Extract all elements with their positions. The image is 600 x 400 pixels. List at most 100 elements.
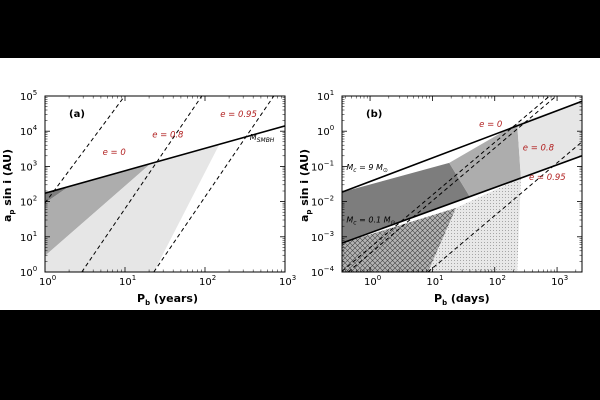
panel-b-y-axis-label: ap sin i (AU) (298, 149, 313, 222)
panel-a-annotation-1-text: e = 0.8 (152, 131, 184, 141)
panel-b-annotation-3-suffix: = 9 M (357, 163, 383, 172)
panel-b-region-darkest (342, 162, 470, 244)
panel-b-ytick-base: 10 (311, 233, 324, 244)
panel-a-ytick-base: 10 (20, 127, 33, 138)
panel-b-line-0 (342, 96, 550, 272)
panel-a-ytick-label: 102 (20, 195, 37, 209)
panel-b-ytick-base: 10 (311, 198, 324, 209)
panel-b-annotation-2: e = 0.95 (529, 173, 566, 183)
panel-a-axes-frame (44, 95, 286, 273)
panel-a-plot-area (45, 96, 285, 272)
panel-b-xtick-exp: 1 (439, 274, 443, 282)
panel-b-ytick-base: 10 (317, 127, 330, 138)
panel-b-annotation-4-text: M (346, 216, 353, 225)
panel-a-ytick-base: 10 (20, 198, 33, 209)
panel-b-ytick-exp: −1 (324, 159, 334, 167)
panel-a-line-2 (153, 96, 275, 272)
panel-b-line-3 (342, 100, 582, 193)
panel-b-xtick-base: 10 (364, 277, 377, 288)
panel-a-xtick-label: 101 (119, 274, 136, 288)
panel-a-ytick-exp: 3 (33, 159, 37, 167)
panel-b-xlabel-unit: (days) (447, 292, 490, 305)
panel-b-ytick-label: 10−3 (311, 230, 334, 244)
panel-a-xtick-label: 100 (39, 274, 56, 288)
panel-a-ytick-label: 103 (20, 159, 37, 173)
panel-a-xtick-base: 10 (39, 277, 52, 288)
panel-a-line-1 (81, 96, 203, 272)
panel-b-ytick-label: 101 (317, 89, 334, 103)
panel-b-ytick-exp: 0 (330, 124, 334, 132)
panel-a-annotation-2-text: e = 0.95 (220, 110, 257, 120)
panel-a-panel-label: (a) (69, 109, 85, 120)
panel-a-xtick-exp: 2 (212, 274, 216, 282)
panel-a-xtick-exp: 1 (132, 274, 136, 282)
panel-a-ytick-exp: 4 (33, 124, 38, 132)
panel-b-ytick-label: 10−4 (311, 265, 335, 279)
panel-b-region-hatched (342, 207, 457, 272)
panel-a-ytick-base: 10 (20, 233, 33, 244)
panel-b-annotation-3-sub: c (353, 167, 357, 174)
panel-b-annotation-4-sub: c (353, 220, 357, 227)
panel-b-annotation-0: e = 0 (479, 120, 502, 130)
panel-b-ytick-exp: −3 (324, 230, 334, 238)
panel-a-line-0 (45, 96, 126, 204)
panel-b-annotation-0-text: e = 0 (479, 120, 502, 130)
panel-a-annotation-2: e = 0.95 (220, 110, 257, 120)
panel-a-line-3 (45, 125, 285, 194)
panel-a-ytick-base: 10 (20, 92, 33, 103)
panel-b-annotation-3-sub2: ⊙ (383, 167, 388, 174)
panel-a-annotation-0: e = 0 (103, 148, 126, 158)
panel-a-xtick-exp: 0 (52, 274, 56, 282)
panel-a-ytick-label: 105 (20, 89, 37, 103)
panel-b-line-1 (347, 96, 558, 272)
panel-a-xlabel-main: P (137, 292, 145, 305)
panel-a-ytick-label: 100 (20, 265, 37, 279)
panel-b-region-dotted (428, 178, 521, 272)
panel-a-y-axis-label: ap sin i (AU) (1, 149, 16, 222)
panel-a-xtick-base: 10 (199, 277, 212, 288)
panel-a-xtick-label: 103 (279, 274, 296, 288)
panel-b-xlabel-main: P (434, 292, 442, 305)
panel-b-x-axis-label: Pb (days) (434, 292, 490, 307)
panel-a-x-axis-label: Pb (years) (137, 292, 198, 307)
panel-b-ytick-label: 100 (317, 124, 334, 138)
panel-b-annotation-3-text: M (346, 163, 353, 172)
figure: 100 101 102 103 100 101 102 103 104 105 (a) Pb (yea… (0, 58, 600, 310)
panel-a-ytick-label: 101 (20, 230, 37, 244)
panel-b-ylabel-rest: sin i (AU) (298, 149, 311, 210)
panel-b-xlabel-sub: b (442, 299, 447, 307)
panel-b-line-2 (427, 141, 582, 272)
panel-b-xtick-exp: 3 (564, 274, 568, 282)
panel-b-annotation-2-text: e = 0.95 (529, 173, 566, 183)
panel-b-xtick-label: 101 (426, 274, 443, 288)
panel-b-ytick-base: 10 (317, 92, 330, 103)
panel-a-xlabel-unit: (years) (150, 292, 198, 305)
panel-a-xlabel-sub: b (145, 299, 150, 307)
panel-a-xtick-base: 10 (119, 277, 132, 288)
panel-b-annotation-1: e = 0.8 (523, 144, 555, 154)
panel-b-ylabel-main: a (298, 215, 311, 222)
panel-b-plot-area (342, 96, 582, 272)
panel-b-annotation-1-text: e = 0.8 (523, 144, 555, 154)
panel-a-ytick-base: 10 (20, 268, 33, 279)
panel-a-xtick-label: 102 (199, 274, 216, 288)
panel-a-ylabel-sub: p (8, 210, 16, 215)
panel-b-xtick-exp: 2 (501, 274, 505, 282)
panel-b-panel-label: (b) (366, 109, 382, 120)
panel-a-ytick-exp: 0 (33, 265, 37, 273)
panel-b-ylabel-sub: p (305, 210, 313, 215)
panel-b-ytick-base: 10 (311, 268, 324, 279)
panel-b-ytick-label: 10−1 (311, 159, 334, 173)
panel-b-xtick-label: 100 (364, 274, 381, 288)
panel-a-ylabel-main: a (1, 215, 14, 222)
panel-a-region-light (45, 144, 220, 272)
panel-b-xtick-label: 102 (489, 274, 506, 288)
panel-a-ytick-exp: 2 (33, 195, 37, 203)
panel-b-ytick-exp: 1 (330, 89, 334, 97)
panel-b-line-4 (342, 155, 582, 244)
panel-b-xtick-base: 10 (426, 277, 439, 288)
panel-a-xtick-base: 10 (279, 277, 292, 288)
panel-a-annotation-0-text: e = 0 (103, 148, 126, 158)
panel-a-annotation-1: e = 0.8 (152, 131, 184, 141)
